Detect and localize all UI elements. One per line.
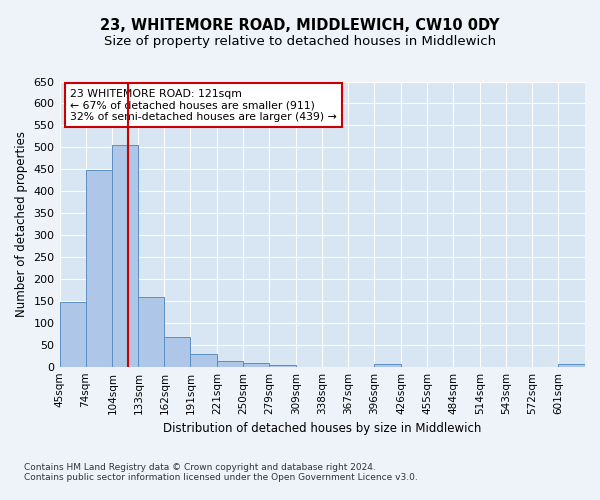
- Bar: [217, 361, 244, 366]
- Bar: [59, 302, 86, 366]
- Text: Size of property relative to detached houses in Middlewich: Size of property relative to detached ho…: [104, 35, 496, 48]
- Bar: [190, 354, 217, 366]
- Bar: [374, 364, 401, 366]
- X-axis label: Distribution of detached houses by size in Middlewich: Distribution of detached houses by size …: [163, 422, 481, 435]
- Text: Contains public sector information licensed under the Open Government Licence v3: Contains public sector information licen…: [24, 473, 418, 482]
- Bar: [164, 338, 190, 366]
- Bar: [86, 170, 112, 366]
- Bar: [244, 363, 269, 366]
- Text: 23 WHITEMORE ROAD: 121sqm
← 67% of detached houses are smaller (911)
32% of semi: 23 WHITEMORE ROAD: 121sqm ← 67% of detac…: [70, 88, 337, 122]
- Text: 23, WHITEMORE ROAD, MIDDLEWICH, CW10 0DY: 23, WHITEMORE ROAD, MIDDLEWICH, CW10 0DY: [100, 18, 500, 32]
- Y-axis label: Number of detached properties: Number of detached properties: [15, 131, 28, 317]
- Bar: [269, 365, 296, 366]
- Text: Contains HM Land Registry data © Crown copyright and database right 2024.: Contains HM Land Registry data © Crown c…: [24, 464, 376, 472]
- Bar: [139, 298, 164, 366]
- Bar: [558, 364, 585, 366]
- Bar: [112, 144, 139, 366]
